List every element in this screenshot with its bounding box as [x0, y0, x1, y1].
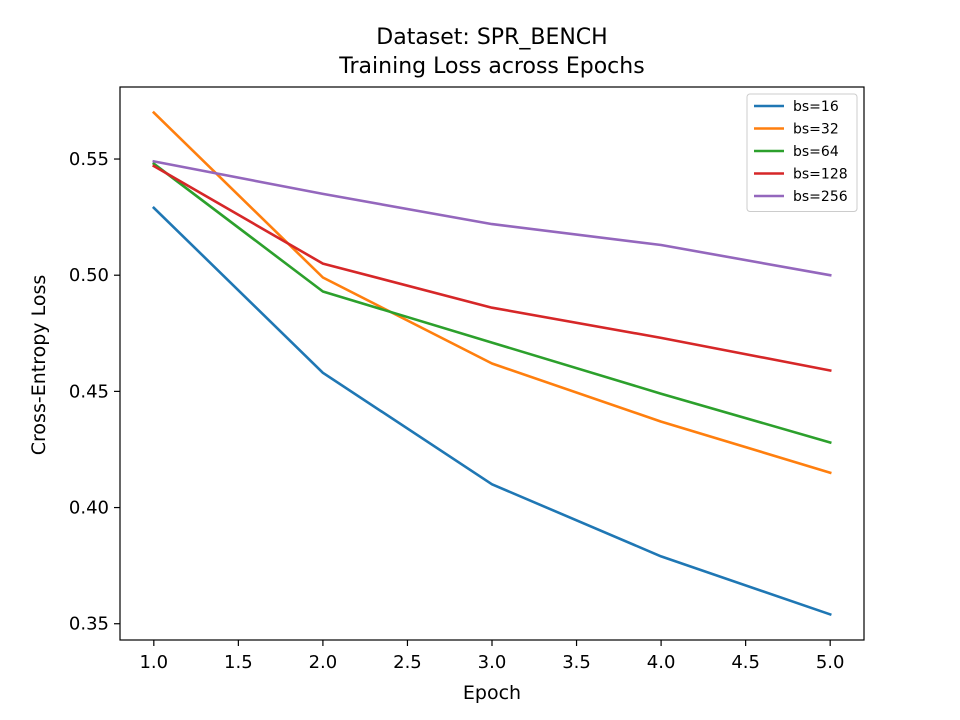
y-tick-label: 0.40 [69, 498, 109, 519]
legend: bs=16 bs=32 bs=64 bs=128 bs=256 [746, 93, 858, 212]
y-tick-label: 0.55 [69, 149, 109, 170]
x-tick-label: 3.0 [478, 652, 507, 673]
chart-title: Dataset: SPR_BENCH Training Loss across … [338, 25, 644, 79]
x-tick-label: 4.0 [647, 652, 676, 673]
legend-label-5: bs=256 [793, 189, 848, 205]
series-line-4 [152, 164, 832, 373]
axes: 1.0 1.5 2.0 2.5 3.0 3.5 4.0 4.5 5.0 0.35 0.40 0.45 0… [69, 86, 865, 673]
x-tick-label: 5.0 [816, 652, 845, 673]
series-line-1 [151, 205, 832, 617]
chart-title-line-2: Training Loss across Epochs [338, 54, 644, 79]
legend-label-2: bs=32 [793, 122, 839, 138]
x-tick-label: 1.5 [224, 652, 253, 673]
legend-label-3: bs=64 [793, 144, 839, 160]
legend-box [746, 93, 858, 212]
y-tick-label: 0.35 [69, 614, 109, 635]
x-tick-label: 4.5 [731, 652, 760, 673]
x-tick-label: 1.0 [139, 652, 168, 673]
plot-area [151, 110, 832, 617]
y-tick-label: 0.45 [69, 381, 109, 402]
y-tick-label: 0.50 [69, 265, 109, 286]
legend-label-4: bs=128 [793, 167, 848, 183]
x-axis-label: Epoch [463, 682, 521, 704]
x-tick-label: 2.5 [393, 652, 422, 673]
series-line-5 [152, 159, 832, 277]
chart-title-line-1: Dataset: SPR_BENCH [376, 25, 607, 50]
x-tick-label: 2.0 [309, 652, 338, 673]
x-tick-label: 3.5 [562, 652, 591, 673]
series-line-2 [151, 110, 832, 475]
series-line-3 [151, 161, 832, 445]
y-axis-label: Cross-Entropy Loss [28, 275, 50, 455]
legend-label-1: bs=16 [793, 99, 839, 115]
